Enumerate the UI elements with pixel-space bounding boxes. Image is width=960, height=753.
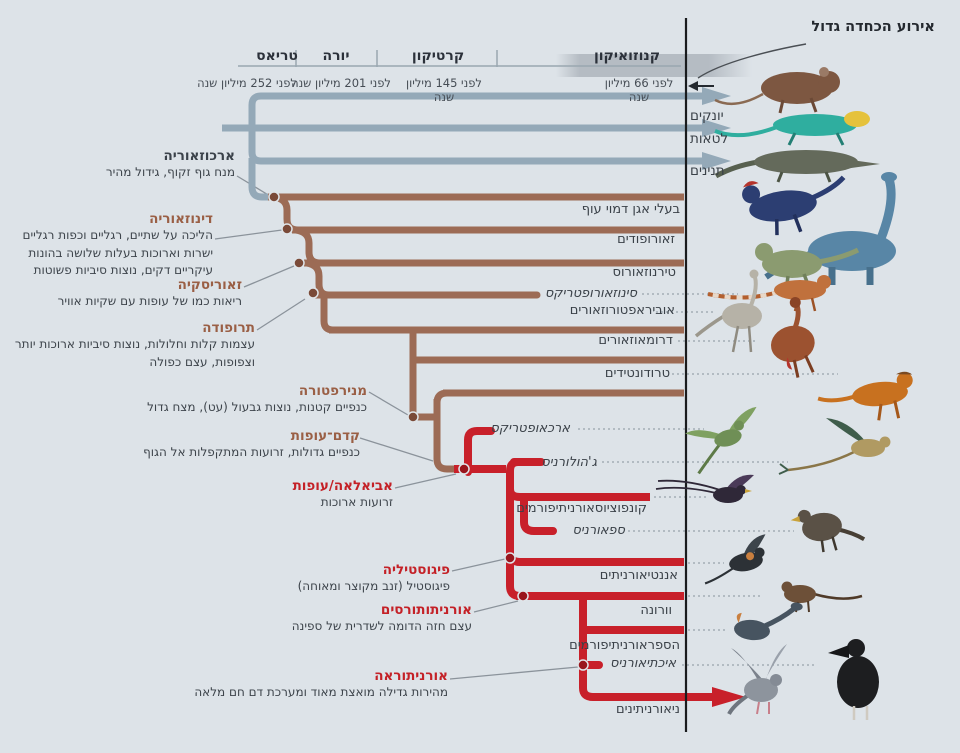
annotation-paraves: קדם־עופות כנפיים גדולות, זרועות המתקפלות…	[143, 428, 360, 459]
node-dots	[268, 191, 589, 671]
neornithes-arrowhead	[712, 687, 746, 707]
label-ichthyornis: איכתיאורניס	[609, 656, 676, 671]
vorona-illustration	[781, 581, 863, 613]
annotation-dinosauria: דינוזאוריה הליכה על שתיים, רגליים וכפות …	[22, 211, 213, 277]
label-confuciusornithiformes: קונפוציוסאורניתיפורמים	[516, 501, 647, 516]
label-vorona: וורונה	[640, 603, 672, 618]
label-tyrannosaurus: טירנוזאורוס	[612, 265, 676, 280]
label-sauropods: זאורופודים	[617, 232, 675, 247]
annotation-ornithurae: אורניתוראה מהירות גדילה מואצת מאוד ומערכ…	[194, 668, 448, 699]
annotation-theropoda: תרופודה עצמות קלות וחלולות, נוצות סיביות…	[14, 320, 255, 369]
collared-lizard-illustration	[714, 111, 870, 146]
jeholornis-illustration	[778, 418, 891, 475]
label-sinosauropteryx: סינוזאורופטריקס	[544, 286, 637, 301]
label-archaeopteryx: ארכאופטריקס	[490, 421, 570, 436]
large-black-bird-illustration	[828, 639, 879, 720]
label-neornithines: ניאורניתינים	[616, 702, 680, 717]
annotation-archosauria: ארכוזאוריה מנח גוף זקוף, גידול מהיר	[105, 148, 235, 179]
brown-branches	[268, 193, 684, 473]
enantiornithine-bird-illustration	[704, 534, 766, 585]
sinosauropteryx-illustration	[707, 275, 831, 312]
label-lizards: לטאות	[690, 131, 729, 147]
caption-66my: לפני 66 מיליון שנה	[604, 76, 674, 104]
timeline-axis	[238, 50, 681, 67]
crocodile-illustration	[714, 150, 880, 183]
period-cretaceous: קרטיקון	[411, 48, 465, 64]
period-cenozoic: קנוזואיקון	[593, 48, 661, 64]
label-crocodiles: תנינים	[690, 163, 725, 179]
caption-252my: לפני 252 מיליון שנה	[197, 76, 297, 90]
caption-145my: לפני 145 מיליון שנה	[406, 76, 482, 104]
label-sapeornis: ספאורניס	[572, 523, 625, 538]
label-hesperornithiformes: הספראורניתיפורמים	[569, 638, 680, 653]
extinction-pointer	[688, 43, 807, 91]
orange-raptor-illustration	[817, 371, 913, 421]
period-triassic: טריאס	[256, 48, 298, 64]
annotation-pygostylia: פיגוסטיליה פיגוסטיל (זנב מקוצר ומאוחה)	[297, 562, 450, 593]
label-dromaeosaurs: דרומאוזאורים	[598, 333, 673, 348]
ornithischian-illustration	[742, 175, 846, 236]
label-enantiornithes: אננטיאורניתים	[599, 568, 678, 583]
ostrich-dinosaur-illustration	[694, 269, 762, 353]
extinction-event-label: אירוע הכחדה גדול	[811, 19, 935, 35]
label-oviraptorosaurs: אוביראפטורוזאורים	[569, 303, 675, 318]
feathered-theropod-illustration	[770, 296, 815, 378]
confuciusornis-illustration	[655, 474, 754, 503]
label-mammals: יונקים	[690, 108, 724, 124]
annotation-saurischia: זאוריסקיה ריאות כמו של עופות עם שקיות או…	[57, 277, 242, 308]
hesperornis-illustration	[734, 602, 803, 641]
sapeornis-illustration	[790, 509, 866, 553]
archaeopteryx-illustration	[685, 406, 757, 475]
label-troodontids: טרודונטידים	[604, 366, 670, 381]
pigeon-illustration	[727, 644, 787, 715]
annotation-avialae: אביאלאה/עופות זרועות ארוכות	[292, 478, 393, 509]
annotation-maniraptora: מנירפטורה כנפיים קטנות, נוצות גבעול (עט)…	[147, 383, 367, 414]
caption-201my: לפני 201 מיליון שנה	[291, 76, 391, 90]
label-ornithischians: בעלי אגן דמוי עוף	[581, 202, 680, 217]
slate-arrowheads	[702, 87, 731, 170]
illustrations	[655, 67, 913, 720]
annotation-ornithothoraces: אורניתותורסים עצם חזה הדומה לשדרית של ספ…	[291, 602, 472, 633]
slate-branches	[222, 92, 702, 201]
period-jurassic: יורה	[322, 48, 350, 64]
mouse-illustration	[714, 67, 840, 114]
label-jeholornis: ג'הולורניס	[541, 455, 597, 470]
